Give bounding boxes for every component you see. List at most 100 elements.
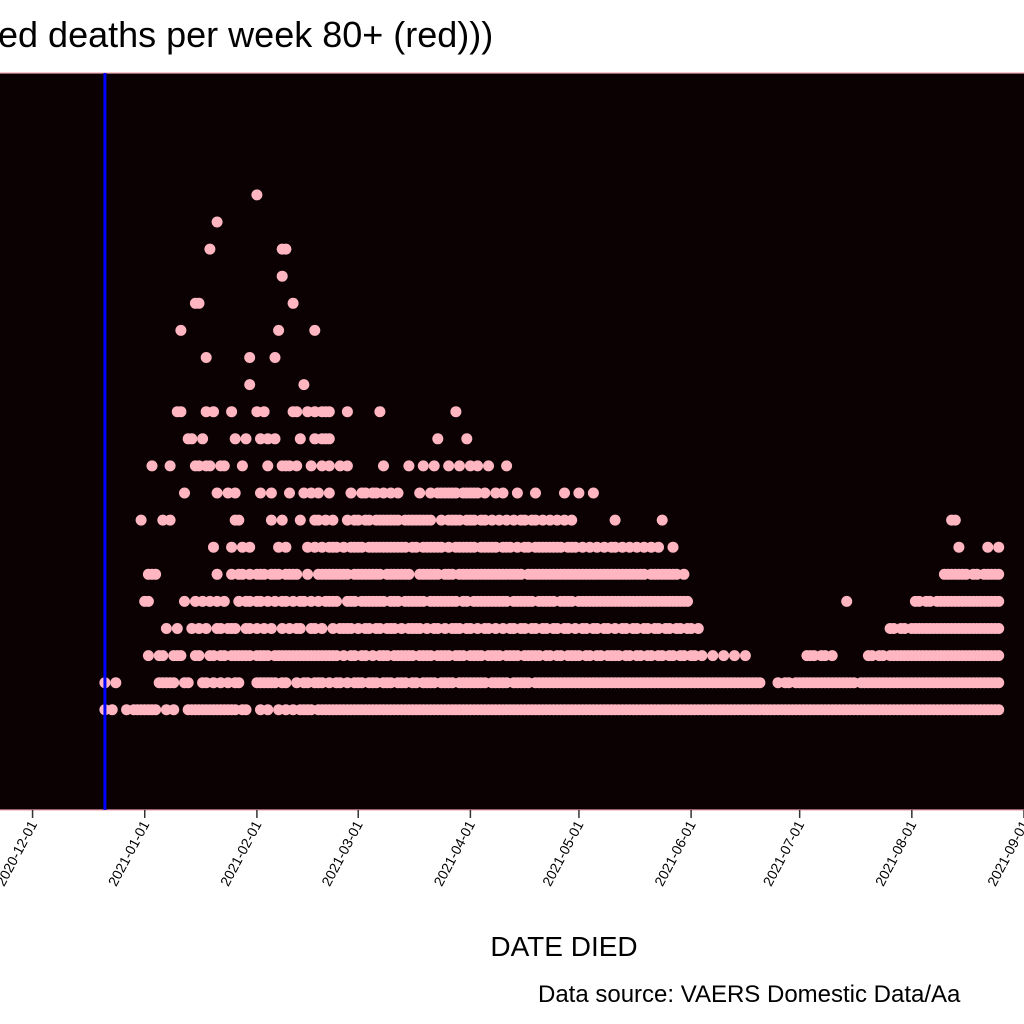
data-point bbox=[993, 650, 1005, 662]
data-point bbox=[244, 379, 256, 391]
data-point bbox=[653, 541, 664, 553]
x-tick-label: 2021-02-01 bbox=[217, 818, 265, 889]
data-point bbox=[291, 568, 303, 580]
data-point bbox=[841, 595, 853, 607]
data-point bbox=[530, 487, 541, 499]
data-point bbox=[229, 487, 241, 499]
data-point bbox=[428, 460, 440, 472]
data-point bbox=[233, 514, 245, 526]
data-point bbox=[993, 595, 1005, 607]
data-point bbox=[454, 460, 465, 472]
data-point bbox=[265, 514, 277, 526]
data-point bbox=[157, 650, 169, 662]
data-point bbox=[179, 487, 190, 499]
data-point bbox=[291, 460, 303, 472]
data-point bbox=[417, 460, 429, 472]
plot-background bbox=[0, 72, 1024, 811]
data-point bbox=[150, 704, 162, 716]
data-point bbox=[949, 514, 961, 526]
x-tick-label: 2021-05-01 bbox=[539, 818, 587, 889]
data-point bbox=[461, 433, 473, 445]
data-point bbox=[993, 704, 1005, 716]
data-point bbox=[193, 297, 205, 309]
data-point bbox=[479, 487, 491, 499]
data-point bbox=[164, 514, 176, 526]
data-point bbox=[323, 487, 335, 499]
data-point bbox=[291, 406, 303, 418]
data-point bbox=[171, 623, 183, 634]
data-point bbox=[403, 460, 415, 472]
data-point bbox=[211, 216, 223, 228]
x-tick-label: 2021-09-01 bbox=[984, 818, 1024, 889]
x-tick-label: 2021-08-01 bbox=[872, 818, 920, 889]
data-point bbox=[472, 460, 484, 472]
data-point bbox=[497, 487, 509, 499]
data-point bbox=[656, 514, 668, 526]
data-point bbox=[164, 460, 176, 472]
data-point bbox=[186, 433, 198, 445]
data-point bbox=[244, 352, 256, 363]
data-point bbox=[265, 623, 277, 634]
data-point bbox=[993, 541, 1005, 553]
data-point bbox=[208, 541, 219, 553]
data-point bbox=[341, 460, 353, 472]
data-point bbox=[559, 487, 570, 499]
data-point bbox=[204, 243, 216, 255]
data-point bbox=[826, 650, 838, 662]
data-point bbox=[262, 704, 274, 716]
data-point bbox=[135, 514, 147, 526]
data-point bbox=[707, 650, 719, 662]
data-point bbox=[739, 650, 751, 662]
data-point bbox=[294, 623, 306, 634]
data-point bbox=[208, 406, 219, 418]
data-point bbox=[269, 433, 281, 445]
data-point bbox=[269, 352, 281, 363]
data-point bbox=[345, 487, 357, 499]
data-point bbox=[425, 514, 437, 526]
data-points bbox=[99, 189, 1005, 716]
data-point bbox=[218, 460, 230, 472]
x-tick-label: 2020-12-01 bbox=[0, 818, 40, 889]
data-point bbox=[273, 324, 285, 336]
data-point bbox=[197, 433, 209, 445]
x-axis: 2020-12-01 2021-01-01 2021-02-01 2021-03-01… bbox=[0, 810, 1024, 889]
data-point bbox=[443, 460, 455, 472]
data-point bbox=[331, 595, 342, 607]
data-point bbox=[953, 541, 965, 553]
data-source-note: Data source: VAERS Domestic Data/Aa bbox=[538, 981, 961, 1008]
data-point bbox=[692, 623, 704, 634]
data-point bbox=[106, 704, 118, 716]
data-point bbox=[229, 623, 241, 634]
data-point bbox=[993, 623, 1005, 634]
data-point bbox=[678, 568, 690, 580]
data-point bbox=[294, 433, 306, 445]
data-point bbox=[168, 677, 180, 689]
data-point bbox=[236, 460, 248, 472]
data-point bbox=[146, 460, 158, 472]
data-point bbox=[729, 650, 740, 662]
data-point bbox=[501, 460, 513, 472]
data-point bbox=[211, 568, 223, 580]
data-point bbox=[316, 623, 328, 634]
data-point bbox=[142, 595, 154, 607]
data-point bbox=[244, 541, 256, 553]
data-point bbox=[182, 677, 194, 689]
data-point bbox=[142, 650, 154, 662]
data-point bbox=[378, 460, 389, 472]
data-point bbox=[403, 568, 415, 580]
x-tick-label: 2021-03-01 bbox=[318, 818, 366, 889]
data-point bbox=[175, 406, 187, 418]
data-point bbox=[298, 379, 310, 391]
data-point bbox=[251, 189, 263, 201]
data-point bbox=[667, 541, 679, 553]
data-point bbox=[312, 487, 324, 499]
data-point bbox=[609, 514, 621, 526]
data-point bbox=[483, 460, 494, 472]
data-point bbox=[993, 677, 1005, 689]
data-point bbox=[323, 433, 335, 445]
data-point bbox=[327, 514, 339, 526]
data-point bbox=[211, 487, 223, 499]
data-point bbox=[302, 568, 314, 580]
data-point bbox=[341, 406, 353, 418]
data-point bbox=[573, 487, 585, 499]
